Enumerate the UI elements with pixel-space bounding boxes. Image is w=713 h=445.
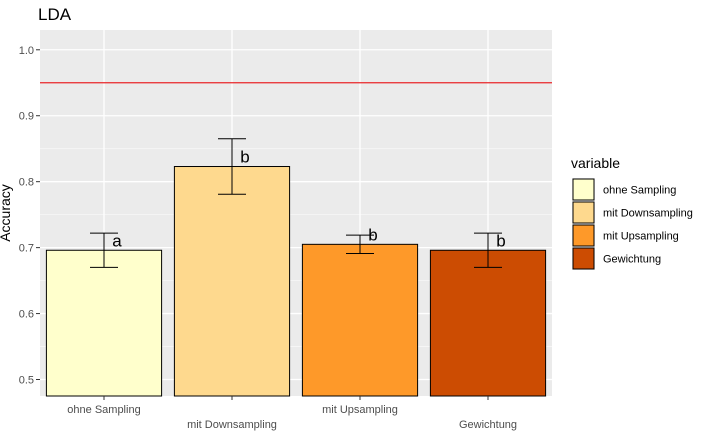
bar-gewichtung (429, 249, 547, 397)
significance-letter: b (496, 231, 505, 250)
y-tick-label: 0.9 (19, 111, 34, 123)
error-bar (474, 232, 502, 268)
significance-letter: b (240, 148, 249, 167)
bar-mit-upsampling (301, 243, 419, 397)
significance-letters: a b b b (112, 148, 505, 251)
error-bar (90, 232, 118, 268)
y-tick-label: 0.8 (19, 177, 34, 189)
legend-label: ohne Sampling (603, 185, 676, 197)
y-tick-label: 0.6 (19, 309, 34, 321)
error-bar (346, 234, 374, 255)
y-tick-label: 0.7 (19, 243, 34, 255)
legend-label: mit Upsampling (603, 231, 679, 243)
significance-letter: a (112, 231, 122, 250)
error-bar (218, 138, 246, 195)
legend-swatch (572, 201, 595, 224)
legend-swatch (572, 178, 595, 201)
x-axis: ohne Sampling mit Downsampling mit Upsampl… (67, 396, 517, 431)
x-tick-label: mit Upsampling (322, 404, 398, 416)
significance-letter: b (368, 225, 377, 244)
legend-label: mit Downsampling (603, 208, 693, 220)
legend: variable ohne Sampling mit Downsampling mi… (571, 155, 693, 270)
y-tick-label: 1.0 (19, 45, 34, 57)
y-axis-label: Accuracy (0, 184, 13, 242)
chart-title: LDA (38, 5, 72, 24)
bar-ohne-sampling (45, 249, 163, 397)
x-tick-label: Gewichtung (459, 419, 517, 431)
legend-swatch (572, 247, 595, 270)
bar-mit-downsampling (173, 166, 291, 397)
y-tick-label: 0.5 (19, 375, 34, 387)
legend-swatch (572, 224, 595, 247)
legend-label: Gewichtung (603, 254, 661, 266)
x-tick-label: mit Downsampling (187, 419, 277, 431)
legend-title: variable (571, 155, 620, 171)
x-tick-label: ohne Sampling (67, 404, 140, 416)
y-axis: 0.5 0.6 0.7 0.8 0.9 1.0 (19, 45, 40, 387)
error-bars (90, 138, 502, 268)
bars (45, 166, 547, 397)
